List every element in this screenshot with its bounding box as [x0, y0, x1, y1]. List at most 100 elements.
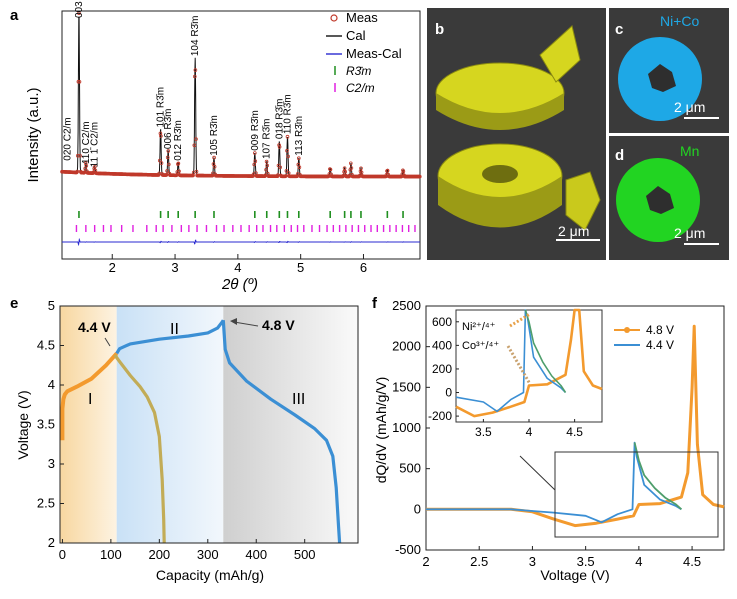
curve-4-4-V-fit [633, 442, 683, 510]
y-tick-label: 0 [414, 501, 421, 516]
peak-label: 110 C2/m [81, 121, 92, 164]
panel-a-axes [61, 10, 421, 260]
meas-point [193, 74, 197, 79]
meas-point [194, 137, 198, 141]
meas-point [278, 165, 283, 170]
panel-a-legend: Meas Cal Meas-Cal R3̄m C2/m [326, 10, 402, 95]
x-tick-label: 300 [197, 547, 219, 562]
peak-label: 107 R3̄m [262, 118, 273, 159]
region-I [60, 306, 117, 543]
meas-point [212, 155, 216, 160]
x-tick-label: 0 [59, 547, 66, 562]
meas-point [264, 159, 269, 164]
panel-e-xlabel: Capacity (mAh/g) [156, 567, 264, 583]
meas-point [167, 162, 171, 167]
peak-label: 006 R3̄m [163, 109, 174, 150]
y-tick-label: 3 [48, 456, 55, 471]
meas-point [165, 155, 170, 160]
x-tick-label: 4 [635, 554, 642, 569]
x-tick-label: 3 [171, 260, 178, 275]
meas-point [77, 11, 81, 16]
panel-c-scale-label: 2 μm [674, 99, 705, 115]
inset-label-co: Co³⁺/⁴⁺ [462, 340, 499, 352]
panel-f-zoom-connector [519, 455, 556, 491]
meas-point [253, 151, 257, 155]
meas-point [359, 170, 364, 175]
region-II [116, 306, 224, 543]
annotation-4-8v: 4.8 V [262, 317, 295, 333]
panel-a-ylabel: Intensity (a.u.) [25, 87, 42, 182]
peak-label: 105 R3̄m [209, 115, 220, 156]
particle-bottom-wedge [565, 171, 601, 231]
meas-point [343, 169, 348, 174]
meas-point [349, 166, 354, 170]
region-III [223, 306, 358, 543]
peak-label: 009 R3̄m [250, 110, 261, 151]
y-tick-label: 3.5 [37, 417, 55, 432]
panel-letter-b: b [435, 21, 444, 38]
panel-e: e 0 100 200 300 400 500 2 2.5 3 3.5 4 4.5 5 Voltage … [10, 295, 359, 583]
panel-a-tick-row-r3m [78, 211, 404, 218]
panel-letter-f: f [372, 295, 378, 312]
peak-label: 110 R3̄m [282, 94, 293, 134]
y-tick-label: 2500 [392, 298, 421, 313]
meas-point [158, 158, 162, 163]
particle-bottom-core [482, 165, 518, 183]
inset-y-tick-label: 200 [432, 362, 452, 376]
panel-a-meas-points [60, 11, 422, 179]
legend-label-r3m: R3̄m [346, 64, 371, 78]
mn-map-core [646, 186, 674, 214]
y-tick-label: 4 [48, 377, 55, 392]
meas-point [166, 149, 171, 153]
panel-e-ticks: 0 100 200 300 400 500 2 2.5 3 3.5 4 4.5 5 [37, 298, 316, 562]
panel-a: a Intensity (a.u.) 2θ (º) 2 3 4 5 6 003 R3̄m… [10, 0, 422, 293]
legend-marker-4-8v [624, 327, 630, 333]
peak-label: 104 R3̄m [190, 16, 201, 57]
ni-co-map-core [648, 64, 676, 92]
inset-curve-4-4-V-fit [524, 309, 567, 393]
x-tick-label: 5 [297, 260, 304, 275]
annotation-4-8v-arrow [233, 321, 259, 327]
y-tick-label: -500 [395, 542, 421, 557]
y-tick-label: 2.5 [37, 496, 55, 511]
meas-point [283, 174, 288, 178]
peak-label: 020 C2/m [62, 117, 73, 160]
inset-y-tick-label: 0 [445, 386, 452, 400]
meas-point [264, 167, 268, 172]
meas-point [285, 134, 290, 139]
region-label-ii: II [170, 321, 179, 338]
panel-e-regions [60, 306, 358, 543]
meas-point [297, 165, 302, 170]
meas-point [82, 171, 86, 175]
meas-point [175, 170, 180, 174]
meas-point [212, 164, 217, 169]
peak-label: 11 1̄ C2/m [90, 122, 101, 167]
panel-c: c Ni+Co 2 μm [609, 8, 729, 133]
panel-a-xticks: 2 3 4 5 6 [109, 254, 367, 275]
meas-point [251, 174, 255, 178]
particle-bottom-side [438, 176, 562, 228]
curve-discharge-4-8-V [221, 320, 342, 544]
region-label-iii: III [292, 391, 305, 408]
inset-label-ni: Ni²⁺/⁴⁺ [462, 321, 496, 333]
x-tick-label: 100 [100, 547, 122, 562]
panel-letter-e: e [10, 295, 18, 312]
panel-d: d Mn 2 μm [609, 136, 729, 260]
panel-letter-a: a [10, 7, 19, 24]
meas-point [385, 168, 390, 173]
meas-point [286, 154, 290, 159]
curve-discharge-4-4-V [113, 354, 166, 544]
panel-f-ylabel: dQ/dV (mAh/g/V) [373, 377, 389, 484]
meas-point [75, 169, 80, 174]
meas-point [177, 169, 181, 174]
panel-f-curves [426, 324, 725, 528]
x-tick-label: 3 [529, 554, 536, 569]
meas-point [164, 173, 169, 177]
panel-d-scale-label: 2 μm [674, 225, 705, 241]
panel-a-diff-curve [62, 237, 420, 247]
meas-point [192, 143, 197, 148]
inset-y-tick-label: -200 [428, 409, 452, 423]
peak-label: 018 R3̄m [274, 99, 285, 140]
